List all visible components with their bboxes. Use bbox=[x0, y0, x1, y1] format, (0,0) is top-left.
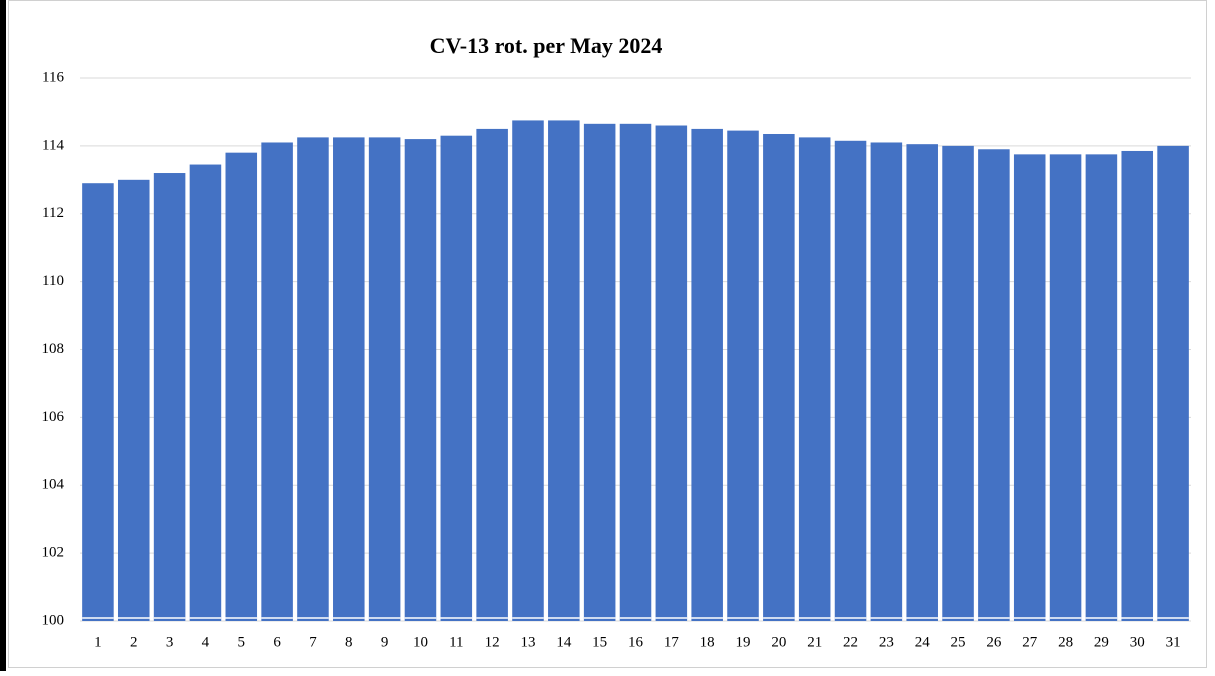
bar bbox=[1013, 154, 1046, 621]
x-tick-label: 2 bbox=[130, 634, 138, 650]
x-tick-label: 22 bbox=[843, 634, 858, 650]
bar bbox=[189, 164, 222, 621]
x-tick-label: 21 bbox=[807, 634, 822, 650]
x-tick-label: 20 bbox=[771, 634, 786, 650]
bar bbox=[978, 149, 1010, 622]
bar bbox=[440, 135, 473, 621]
bar bbox=[1121, 150, 1154, 621]
bar bbox=[1049, 154, 1082, 621]
x-tick-label: 30 bbox=[1130, 634, 1145, 650]
bar bbox=[297, 137, 329, 621]
x-tick-label: 23 bbox=[879, 634, 894, 650]
x-tick-label: 9 bbox=[381, 634, 389, 650]
x-tick-label: 7 bbox=[309, 634, 317, 650]
chart-title: CV-13 rot. per May 2024 bbox=[430, 33, 663, 58]
bar bbox=[153, 173, 186, 621]
x-tick-label: 14 bbox=[556, 634, 572, 650]
x-tick-label: 24 bbox=[915, 634, 931, 650]
x-tick-label: 28 bbox=[1058, 634, 1073, 650]
bar bbox=[261, 142, 293, 621]
bar bbox=[368, 137, 401, 621]
y-tick-label: 108 bbox=[42, 341, 65, 357]
bar bbox=[1157, 145, 1189, 621]
bar bbox=[583, 123, 616, 622]
bar bbox=[834, 140, 867, 622]
bar bbox=[117, 179, 150, 621]
bar bbox=[798, 137, 831, 621]
x-tick-label: 31 bbox=[1166, 634, 1181, 650]
x-tick-label: 17 bbox=[664, 634, 680, 650]
y-tick-label: 116 bbox=[42, 69, 64, 85]
x-tick-label: 29 bbox=[1094, 634, 1109, 650]
bar bbox=[763, 133, 795, 621]
bar bbox=[1085, 154, 1118, 621]
bar bbox=[691, 128, 723, 621]
left-border bbox=[0, 0, 6, 671]
x-tick-label: 25 bbox=[951, 634, 966, 650]
x-tick-label: 18 bbox=[700, 634, 715, 650]
bar bbox=[548, 120, 580, 621]
bar bbox=[333, 137, 365, 621]
x-tick-label: 4 bbox=[202, 634, 210, 650]
x-tick-label: 16 bbox=[628, 634, 644, 650]
bar bbox=[870, 142, 903, 621]
bar bbox=[82, 183, 114, 622]
chart-frame bbox=[8, 0, 1207, 668]
y-tick-label: 112 bbox=[42, 205, 64, 221]
x-tick-label: 15 bbox=[592, 634, 607, 650]
x-tick-label: 10 bbox=[413, 634, 428, 650]
bar bbox=[942, 145, 974, 621]
y-tick-label: 110 bbox=[42, 273, 64, 289]
x-tick-label: 5 bbox=[238, 634, 246, 650]
bar bbox=[476, 128, 508, 621]
x-tick-label: 8 bbox=[345, 634, 353, 650]
y-tick-label: 100 bbox=[42, 612, 65, 628]
x-tick-label: 13 bbox=[520, 634, 535, 650]
x-tick-label: 26 bbox=[986, 634, 1002, 650]
x-tick-label: 11 bbox=[449, 634, 463, 650]
x-tick-label: 12 bbox=[485, 634, 500, 650]
bar bbox=[655, 125, 688, 621]
y-tick-label: 104 bbox=[42, 477, 65, 493]
bar bbox=[512, 120, 544, 621]
bar bbox=[619, 123, 652, 622]
x-tick-label: 19 bbox=[736, 634, 751, 650]
bar bbox=[225, 152, 258, 621]
x-tick-label: 1 bbox=[94, 634, 102, 650]
y-tick-label: 106 bbox=[42, 409, 65, 425]
y-tick-label: 114 bbox=[42, 137, 64, 153]
bar bbox=[727, 130, 759, 621]
bar bbox=[404, 139, 437, 621]
x-tick-label: 27 bbox=[1022, 634, 1038, 650]
y-tick-label: 102 bbox=[42, 545, 65, 561]
x-tick-label: 6 bbox=[273, 634, 281, 650]
x-tick-label: 3 bbox=[166, 634, 174, 650]
bar bbox=[906, 144, 938, 621]
